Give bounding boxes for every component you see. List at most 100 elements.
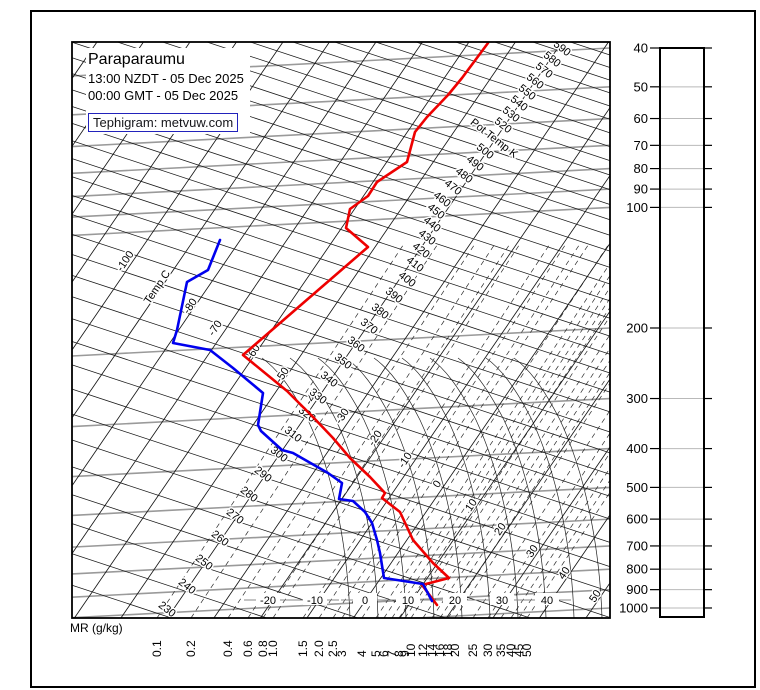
theta-label-310: 310 xyxy=(282,424,304,445)
adiabat-510 xyxy=(205,42,610,176)
mr-tick-5: 5 xyxy=(369,650,383,657)
pressure-label-90: 90 xyxy=(634,182,648,197)
isobar-600 xyxy=(72,518,610,548)
adiabat-230 xyxy=(72,584,173,618)
mr-line-0.2 xyxy=(190,244,438,618)
isobar-300 xyxy=(72,397,610,428)
adiabat-260 xyxy=(72,494,447,618)
gmt-time: 00:00 GMT - 05 Dec 2025 xyxy=(88,88,239,103)
surface-temp-label-0: 0 xyxy=(362,595,368,607)
adiabat-280 xyxy=(72,439,610,618)
local-time: 13:00 NZDT - 05 Dec 2025 xyxy=(88,71,244,86)
isobar-60 xyxy=(72,117,610,148)
isotherm--80 xyxy=(72,42,377,487)
pressure-label-1000: 1000 xyxy=(619,600,648,615)
adiabat-310 xyxy=(72,364,610,543)
mr-line-2.5 xyxy=(332,244,580,618)
isotherm--100 xyxy=(72,42,284,351)
isotherm-label--30: -30 xyxy=(333,406,352,426)
pressure-label-70: 70 xyxy=(634,138,648,153)
mr-line-45 xyxy=(518,479,610,618)
mr-line-25 xyxy=(472,409,610,618)
isotherm--120 xyxy=(72,42,191,215)
isotherm--30 xyxy=(213,42,609,618)
isobar-1000 xyxy=(402,607,610,618)
surface-label-bg xyxy=(535,593,559,605)
adiabat-380 xyxy=(72,214,610,393)
mr-tick-7: 7 xyxy=(385,650,399,657)
mr-tick-0.1: 0.1 xyxy=(150,640,164,657)
mr-line-5 xyxy=(375,262,610,618)
mr-tick-10: 10 xyxy=(404,643,418,657)
adiabat-330 xyxy=(72,318,610,497)
theta-label-370: 370 xyxy=(358,316,380,337)
adiabat-250 xyxy=(72,523,360,618)
metvuw-link[interactable]: Tephigram: metvuw.com xyxy=(88,113,239,132)
isotherm-10 xyxy=(399,310,610,618)
adiabat-300 xyxy=(72,388,610,567)
isotherm-40 xyxy=(539,514,610,618)
mr-tick-6: 6 xyxy=(377,650,391,657)
mr-tick-3: 3 xyxy=(335,650,349,657)
adiabat-360 xyxy=(72,254,610,433)
theta-label-230: 230 xyxy=(156,599,178,620)
mr-tick-2.0: 2.0 xyxy=(312,640,326,657)
mr-line-14 xyxy=(431,347,610,618)
adiabat-550 xyxy=(374,42,610,120)
adiabat-430 xyxy=(72,123,610,302)
pressure-label-60: 60 xyxy=(634,111,648,126)
isobar-400 xyxy=(72,447,610,478)
mr-tick-30: 30 xyxy=(481,643,495,657)
surface-label-bg xyxy=(303,593,327,605)
mr-line-6 xyxy=(383,274,610,618)
isotherm--150 xyxy=(0,42,50,618)
wet-adiabat xyxy=(513,357,603,618)
wet-adiabat xyxy=(317,357,407,618)
isotherm-label--100: -100 xyxy=(114,249,136,274)
isotherm--20 xyxy=(260,106,610,618)
wet-adiabat xyxy=(429,357,519,618)
pressure-scale-bar xyxy=(659,47,705,618)
surface-temp-label-10: 10 xyxy=(402,595,414,607)
isobar-900 xyxy=(72,588,610,618)
mr-line-2.0 xyxy=(318,244,566,618)
adiabat-240 xyxy=(72,553,268,618)
pressure-label-500: 500 xyxy=(626,480,648,495)
mr-axis-label: MR (g/kg) xyxy=(70,621,123,635)
pressure-label-400: 400 xyxy=(626,441,648,456)
theta-label-360: 360 xyxy=(345,334,367,355)
theta-label-320: 320 xyxy=(296,404,318,425)
theta-label-390: 390 xyxy=(383,285,405,306)
pressure-label-700: 700 xyxy=(626,538,648,553)
mr-line-1.5 xyxy=(302,244,550,618)
adiabat-320 xyxy=(72,341,610,520)
mr-line-12 xyxy=(422,334,610,618)
mr-line-8 xyxy=(398,297,610,618)
plot-border xyxy=(71,41,611,619)
surface-temp-label-40: 40 xyxy=(541,595,553,607)
mr-line-40 xyxy=(510,467,610,618)
pressure-label-300: 300 xyxy=(626,391,648,406)
mr-tick-45: 45 xyxy=(512,643,526,657)
theta-label-270: 270 xyxy=(224,506,246,527)
adiabat-400 xyxy=(72,176,610,355)
mr-line-50 xyxy=(526,491,610,618)
mr-tick-12: 12 xyxy=(416,643,430,657)
mr-line-3 xyxy=(341,244,589,618)
theta-label-340: 340 xyxy=(318,369,340,390)
mr-line-0.1 xyxy=(156,244,404,618)
surface-temp-label-20: 20 xyxy=(449,595,461,607)
dew-point-curve xyxy=(171,238,434,603)
pressure-label-600: 600 xyxy=(626,512,648,527)
adiabat-390 xyxy=(72,195,610,374)
isotherm-label-30: 30 xyxy=(524,543,541,560)
pressure-label-100: 100 xyxy=(626,200,648,215)
surface-temp-label-30: 30 xyxy=(496,595,508,607)
theta-label-350: 350 xyxy=(332,351,354,372)
isotherm-20 xyxy=(446,378,610,618)
mr-line-20 xyxy=(454,382,610,618)
isobar-100 xyxy=(72,206,610,237)
mr-tick-0.4: 0.4 xyxy=(221,640,235,657)
pressure-label-800: 800 xyxy=(626,562,648,577)
